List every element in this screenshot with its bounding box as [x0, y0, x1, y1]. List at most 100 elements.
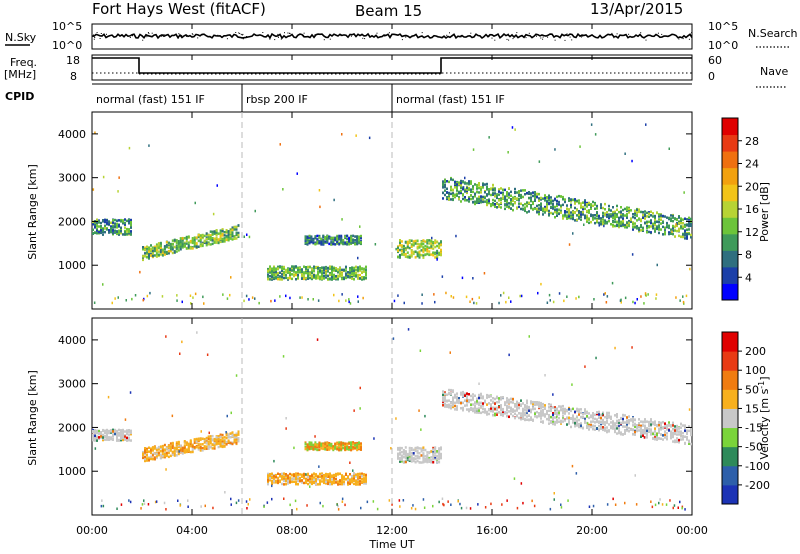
- echo-cell: [564, 409, 566, 412]
- echo-cell: [197, 438, 200, 442]
- echo-cell: [363, 267, 365, 271]
- echo-cell: [406, 255, 409, 259]
- echo-cell: [340, 445, 343, 449]
- echo-cell: [354, 243, 357, 246]
- echo-cell: [620, 206, 622, 209]
- echo-cell: [514, 403, 516, 406]
- echo-cell: [329, 483, 331, 486]
- echo-cell: [430, 240, 433, 243]
- echo-cell: [281, 275, 283, 279]
- echo-cell: [155, 447, 158, 450]
- echo-cell: [578, 408, 580, 411]
- echo-cell: [552, 212, 554, 215]
- echo-cell: [207, 437, 210, 440]
- nsearch-point: [191, 33, 193, 35]
- nsearch-point: [421, 32, 423, 34]
- echo-cell: [486, 202, 488, 205]
- echo-cell: [438, 451, 441, 454]
- echo-cell: [632, 221, 634, 224]
- echo-cell: [114, 432, 116, 436]
- echo-cell: [227, 233, 230, 236]
- echo-cell: [546, 205, 548, 209]
- echo-cell: [322, 234, 325, 238]
- echo-cell: [213, 447, 216, 450]
- echo-cell: [213, 237, 216, 240]
- echo-cell: [476, 187, 478, 190]
- echo-cell: [287, 476, 289, 480]
- echo-cell: [685, 294, 688, 298]
- echo-cell: [546, 200, 548, 203]
- echo-cell: [452, 194, 454, 197]
- echo-cell: [474, 409, 476, 412]
- echo-cell: [490, 406, 492, 410]
- echo-cell: [602, 420, 604, 423]
- echo-cell: [173, 245, 176, 249]
- echo-cell: [660, 214, 662, 217]
- echo-cell: [277, 276, 279, 280]
- echo-cell: [542, 412, 544, 416]
- echo-cell: [598, 216, 600, 220]
- echo-cell: [674, 235, 676, 238]
- echo-cell: [332, 236, 335, 240]
- echo-cell: [488, 190, 490, 194]
- echo-cell: [344, 448, 347, 451]
- echo-cell: [472, 185, 474, 188]
- echo-cell: [311, 482, 313, 486]
- echo-cell: [274, 299, 276, 302]
- echo-cell: [318, 443, 321, 447]
- echo-cell: [672, 214, 674, 218]
- echo-cell: [592, 424, 594, 427]
- echo-cell: [606, 414, 608, 418]
- echo-cell: [402, 452, 405, 456]
- date-label: 13/Apr/2015: [590, 0, 683, 18]
- echo-cell: [120, 429, 122, 433]
- echo-cell: [408, 458, 411, 461]
- echo-cell: [328, 236, 331, 240]
- echo-cell: [466, 401, 468, 404]
- echo-cell: [161, 248, 164, 251]
- echo-cell: [538, 404, 540, 407]
- echo-cell: [618, 210, 620, 214]
- cpid-segment-label: normal (fast) 151 IF: [96, 93, 205, 106]
- echo-cell: [568, 199, 570, 202]
- echo-cell: [311, 481, 313, 484]
- echo-cell: [124, 231, 126, 234]
- echo-cell: [146, 294, 149, 298]
- echo-cell: [618, 223, 620, 226]
- echo-cell: [108, 222, 110, 226]
- echo-cell: [124, 223, 126, 226]
- echo-cell: [496, 408, 498, 412]
- echo-cell: [648, 215, 650, 218]
- echo-cell: [308, 236, 311, 239]
- echo-cell: [686, 235, 688, 239]
- echo-cell: [122, 233, 124, 236]
- nsearch-point: [192, 34, 194, 36]
- nsearch-point: [93, 34, 95, 36]
- echo-cell: [434, 252, 437, 256]
- echo-cell: [584, 421, 586, 424]
- echo-cell: [484, 191, 486, 194]
- echo-cell: [550, 211, 552, 215]
- echo-cell: [315, 474, 317, 477]
- echo-cell: [185, 242, 188, 245]
- echo-cell: [353, 271, 355, 275]
- echo-cell: [227, 238, 230, 241]
- echo-cell: [560, 195, 562, 198]
- nsearch-point: [288, 32, 290, 34]
- echo-cell: [546, 208, 548, 211]
- echo-cell: [301, 275, 303, 278]
- echo-cell: [195, 243, 198, 246]
- echo-cell: [150, 252, 152, 256]
- echo-cell: [363, 270, 365, 273]
- echo-cell: [566, 409, 568, 413]
- echo-cell: [534, 194, 536, 197]
- echo-cell: [399, 240, 401, 243]
- echo-cell: [291, 478, 293, 481]
- echo-cell: [512, 409, 514, 413]
- echo-cell: [556, 407, 558, 411]
- echo-cell: [233, 237, 236, 240]
- echo-cell: [422, 248, 425, 252]
- echo-cell: [664, 226, 666, 230]
- echo-cell: [500, 191, 502, 195]
- echo-cell: [520, 404, 522, 407]
